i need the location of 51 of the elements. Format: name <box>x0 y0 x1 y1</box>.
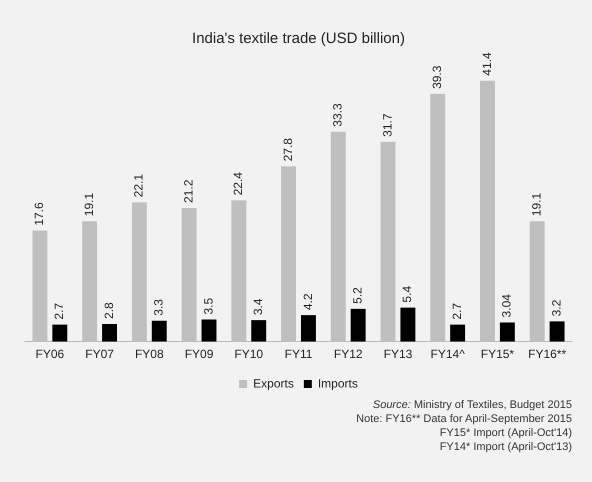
text: FY15* Import (April-Oct'14) <box>438 426 572 440</box>
bar <box>202 320 216 342</box>
data-label: 3.04 <box>500 294 514 318</box>
x-tick-label: FY11 <box>284 347 313 362</box>
legend-label: Exports <box>253 376 294 390</box>
chart-title: India's textile trade (USD billion) <box>192 30 405 48</box>
data-label: 4.2 <box>300 293 315 310</box>
text: FY14* Import (April-Oct'13) <box>438 440 572 454</box>
data-label: 33.3 <box>330 103 345 127</box>
data-label: 3.2 <box>549 299 564 316</box>
x-tick-label: FY08 <box>134 347 164 362</box>
data-label: 19.1 <box>82 192 96 216</box>
data-label: 21.2 <box>181 179 196 203</box>
data-label: 5.4 <box>400 286 414 303</box>
data-label: 19.1 <box>530 192 544 216</box>
text: Note: FY16** Data for April-September 2015 <box>356 412 572 426</box>
data-label: 3.4 <box>251 298 266 316</box>
data-label: 2.8 <box>102 302 116 319</box>
bar <box>152 320 167 342</box>
data-label: 2.7 <box>52 302 66 320</box>
data-label: 17.6 <box>32 202 46 226</box>
data-label: 3.3 <box>152 298 166 316</box>
x-tick-label: FY09 <box>184 347 214 362</box>
bar <box>300 315 316 342</box>
data-label: 27.8 <box>280 138 295 162</box>
x-tick-label: FY15* <box>480 347 514 362</box>
data-label: 22.4 <box>231 172 246 196</box>
x-tick-label: FY06 <box>36 347 65 362</box>
source-note: Source: Ministry of Textiles, Budget 2015 <box>372 398 572 412</box>
bar <box>350 308 366 342</box>
bar <box>52 324 68 342</box>
data-label: 3.5 <box>201 298 216 315</box>
x-tick-label: FY07 <box>85 347 114 362</box>
data-label: 22.1 <box>132 174 146 198</box>
x-tick-label: FY16** <box>528 347 566 362</box>
data-label: 39.3 <box>430 65 444 89</box>
bar <box>550 321 565 342</box>
legend-label: Imports <box>318 376 358 390</box>
x-tick-label: FY13 <box>384 347 413 362</box>
bar <box>500 322 515 342</box>
bar <box>251 320 266 342</box>
bar <box>102 324 117 342</box>
bar <box>400 308 416 342</box>
data-label: 2.7 <box>450 302 464 320</box>
data-label: 41.4 <box>480 52 494 76</box>
data-label: 5.2 <box>350 286 364 304</box>
x-tick-label: FY10 <box>234 347 264 362</box>
data-label: 31.7 <box>380 113 394 137</box>
bar <box>450 324 466 342</box>
x-tick-label: FY12 <box>334 347 363 362</box>
x-tick-label: FY14^ <box>430 347 466 362</box>
